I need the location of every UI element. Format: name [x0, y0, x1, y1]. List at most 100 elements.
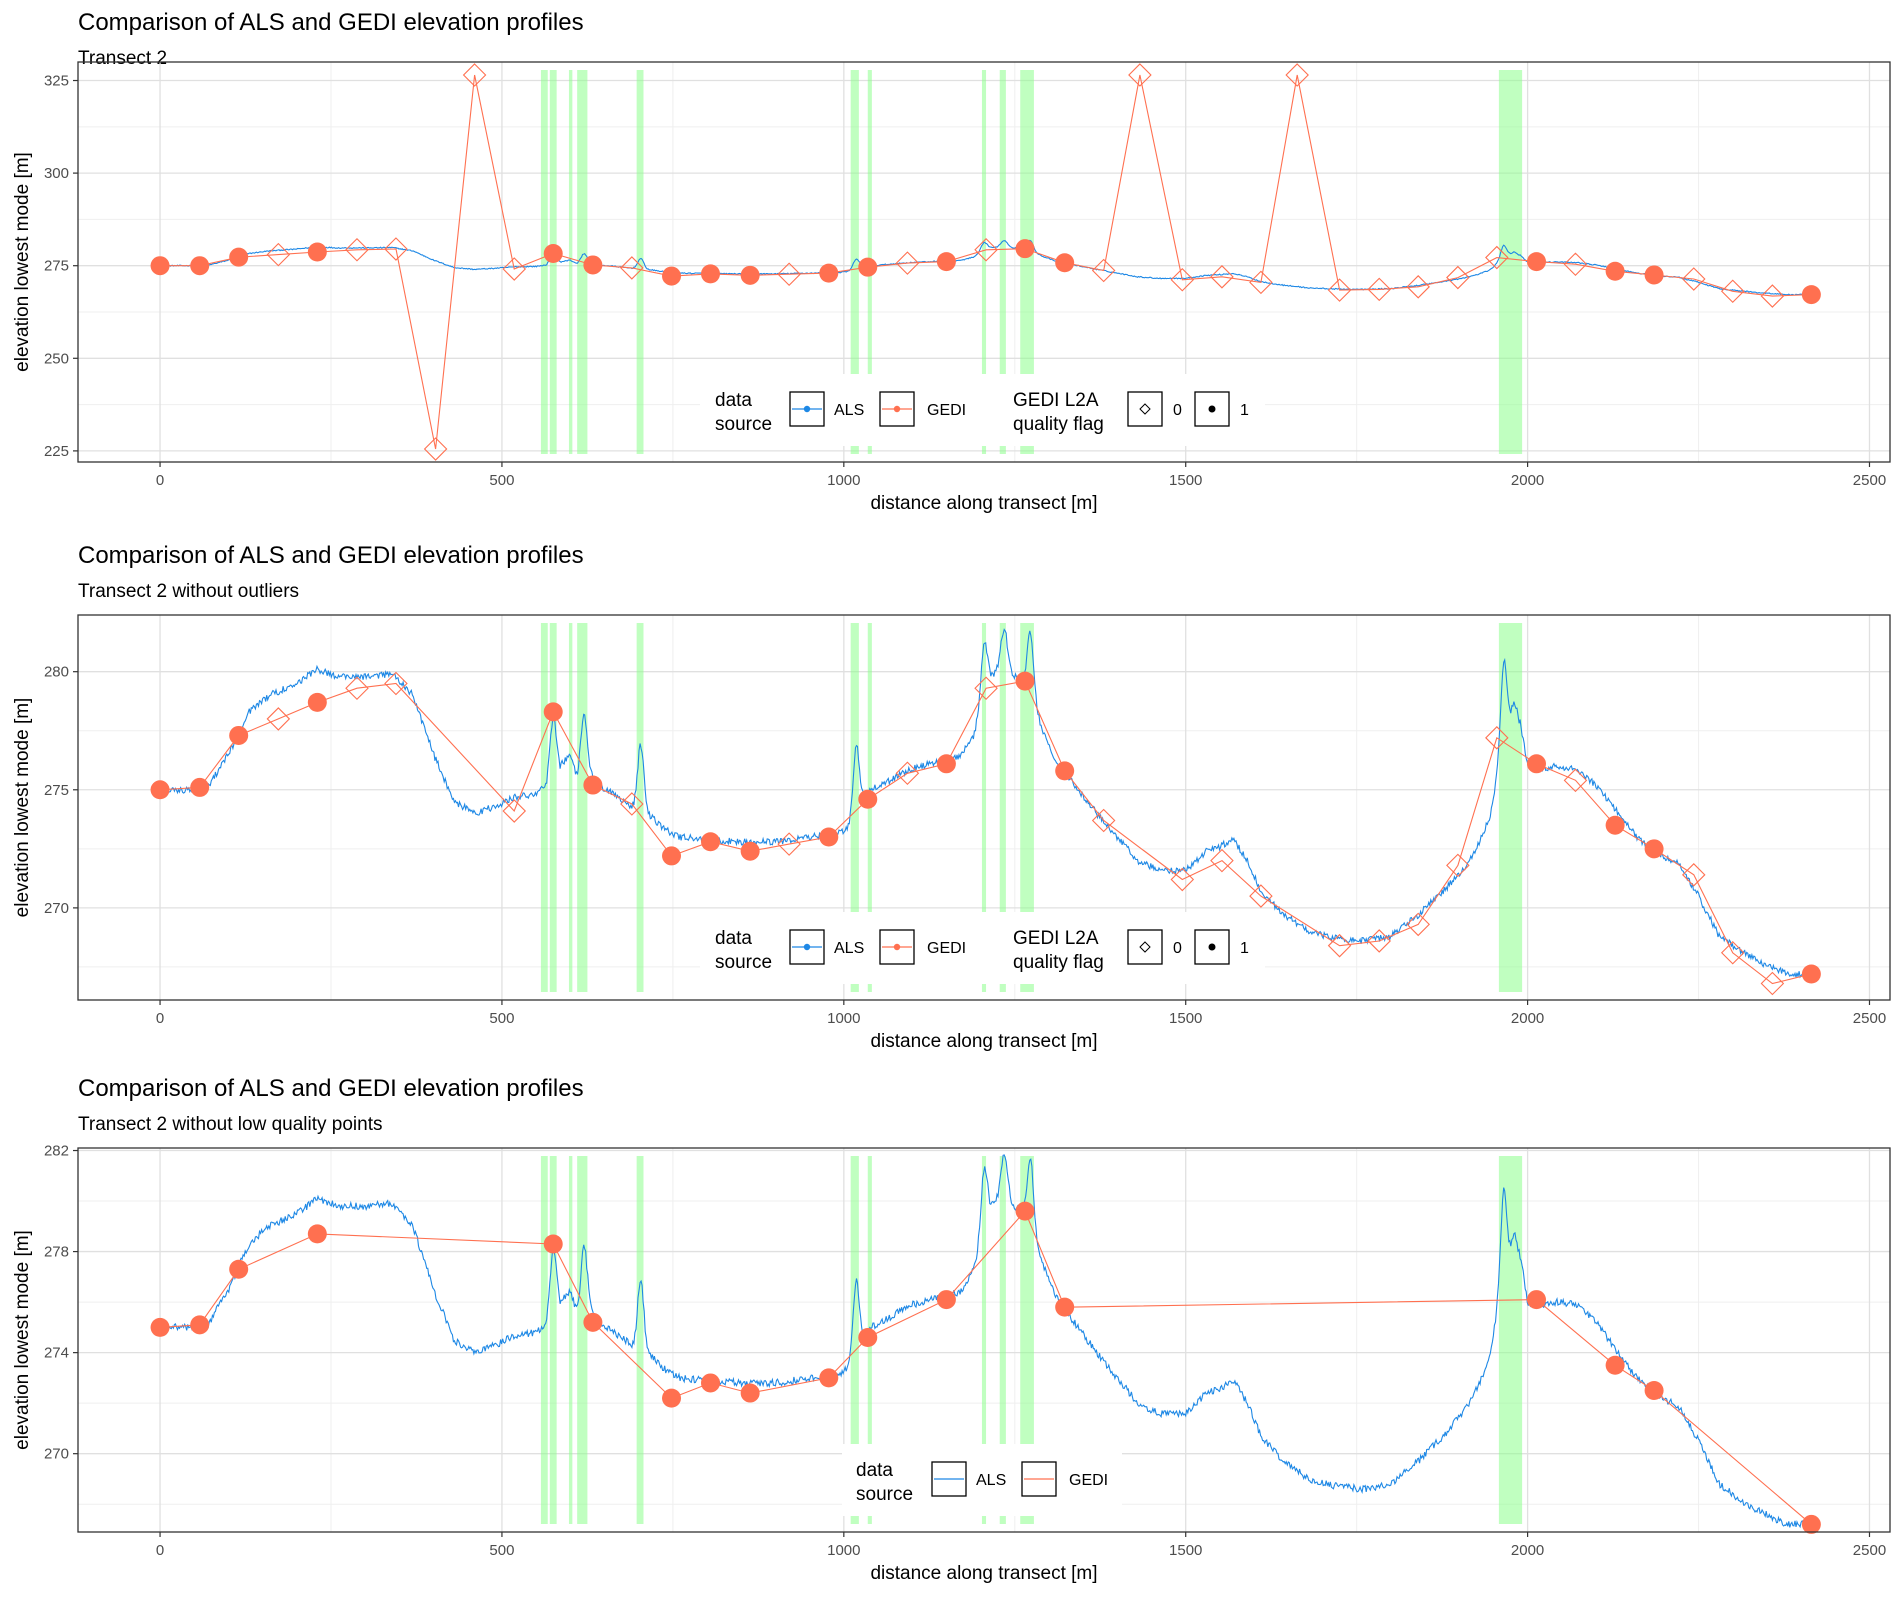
axes: 0 500 1000 1500 2000 2500 270 275 280 distance al… [12, 664, 1886, 1052]
x-tick-label: 1500 [1169, 1010, 1202, 1027]
gedi-point-flag0 [1210, 265, 1234, 289]
gedi-point-flag0 [1563, 768, 1588, 793]
gedi-point-flag0 [974, 676, 998, 700]
x-tick-label: 500 [489, 472, 514, 489]
cover-band [577, 623, 588, 992]
cover-band [1498, 623, 1523, 992]
gedi-point-flag0 [384, 237, 408, 261]
cover-band [1498, 70, 1523, 454]
chart-title: Comparison of ALS and GEDI elevation pro… [78, 1075, 584, 1102]
gedi-point-flag0 [1563, 252, 1588, 276]
gedi-point-flag0 [1720, 279, 1745, 304]
gedi-point-flag0 [1367, 929, 1391, 953]
x-tick-label: 2500 [1853, 1542, 1886, 1559]
gedi-point-flag0 [777, 262, 801, 286]
gedi-point-flag1 [858, 1327, 878, 1347]
gedi-point-flag1 [1644, 1381, 1664, 1401]
gedi-point-flag1 [1605, 1355, 1625, 1375]
gedi-point-flag0 [384, 671, 408, 696]
legend-label-gedi: GEDI [927, 940, 966, 957]
y-tick-label: 250 [44, 350, 69, 367]
panel-border [77, 614, 1891, 1001]
gedi-point-flag1 [1605, 815, 1625, 835]
y-tick-label: 270 [44, 900, 69, 917]
chart-panel-1: Comparison of ALS and GEDI elevation pro… [12, 9, 1891, 514]
gedi-point-flag1 [150, 780, 170, 800]
y-tick-label: 278 [44, 1244, 69, 1261]
legend-key-flag0 [1127, 929, 1163, 965]
legend-source-title: data [715, 390, 752, 411]
cover-band [850, 70, 859, 454]
gedi-point-flag1 [543, 1234, 563, 1254]
legend-label-gedi: GEDI [927, 402, 966, 419]
legend-source-title: source [715, 952, 772, 973]
gedi-point-flag1 [190, 777, 210, 797]
gedi-point-flag1 [1015, 1201, 1035, 1221]
gedi-point-flag0 [1446, 265, 1470, 290]
gedi-point-flag1 [543, 702, 563, 722]
legend-key-flag1-dot [1208, 405, 1216, 413]
gedi-point-flag0 [1760, 971, 1785, 996]
gedi-point-flag1 [307, 692, 327, 712]
x-tick-label: 2000 [1511, 1010, 1544, 1027]
y-tick-label: 274 [44, 1345, 69, 1362]
cover-band [1020, 623, 1034, 992]
gedi-point-flag1 [1015, 239, 1035, 259]
gedi-line [160, 680, 1812, 985]
y-tick-label: 282 [44, 1143, 69, 1160]
legend-background [842, 1444, 1122, 1516]
axes: 0 500 1000 1500 2000 2500 225 250 275 300 325 dista… [12, 73, 1886, 514]
gedi-point-flag0 [1485, 726, 1509, 750]
legend: data source ALS GEDI GEDI L2A quality flag 0 1 [700, 374, 1265, 446]
gedi-point-flag0 [620, 792, 644, 816]
legend-key-gedi-dot [893, 405, 901, 413]
gedi-point-flag1 [190, 256, 210, 276]
gedi-point-flag1 [583, 255, 603, 275]
chart-panel-3: Comparison of ALS and GEDI elevation pro… [12, 1075, 1891, 1584]
legend: data source ALS GEDI GEDI L2A quality flag 0 1 [700, 912, 1265, 984]
gedi-point-flag0 [1170, 268, 1195, 292]
gedi-point-flag0 [462, 63, 487, 87]
legend-label-als: ALS [834, 402, 864, 419]
gedi-point-flag0 [266, 707, 291, 731]
gedi-points [150, 1201, 1821, 1534]
cover-band [577, 1156, 588, 1524]
legend-source-title: data [715, 928, 752, 949]
cover-band [850, 1156, 859, 1524]
gedi-point-flag1 [740, 1383, 760, 1403]
panel-border [77, 1147, 1891, 1533]
gedi-point-flag1 [1055, 761, 1075, 781]
gedi-point-flag0 [266, 242, 291, 267]
cover-band [1020, 70, 1034, 454]
gedi-point-flag1 [1801, 1514, 1821, 1534]
legend-label-als: ALS [976, 1472, 1006, 1489]
gedi-point-flag0 [1285, 63, 1309, 87]
gedi-point-flag1 [1605, 261, 1625, 281]
x-tick-label: 1500 [1169, 1542, 1202, 1559]
legend-label-flag1: 1 [1240, 940, 1249, 957]
cover-bands [540, 1156, 1523, 1524]
gedi-point-flag0 [345, 676, 369, 700]
cover-band [999, 1156, 1006, 1524]
y-tick-label: 300 [44, 165, 69, 182]
gedi-point-flag0 [1249, 270, 1273, 295]
gedi-point-flag1 [740, 265, 760, 285]
legend-flag-title: GEDI L2A [1013, 390, 1099, 411]
y-axis-title: elevation lowest mode [m] [12, 1230, 33, 1450]
gedi-point-flag0 [1210, 848, 1234, 873]
chart-panel-2: Comparison of ALS and GEDI elevation pro… [12, 542, 1891, 1052]
chart-subtitle: Transect 2 [78, 48, 167, 69]
gedi-point-flag1 [662, 1388, 682, 1408]
gedi-point-flag1 [936, 252, 956, 272]
gedi-line [160, 1210, 1812, 1525]
gedi-point-flag1 [150, 1317, 170, 1337]
y-tick-label: 280 [44, 664, 69, 681]
chart-subtitle: Transect 2 without outliers [78, 581, 299, 602]
gedi-point-flag1 [307, 242, 327, 262]
chart-title: Comparison of ALS and GEDI elevation pro… [78, 542, 584, 569]
gedi-point-flag0 [1327, 933, 1352, 958]
y-tick-label: 275 [44, 258, 69, 275]
legend-key-flag0-diamond [1139, 941, 1151, 953]
gedi-point-flag1 [307, 1224, 327, 1244]
